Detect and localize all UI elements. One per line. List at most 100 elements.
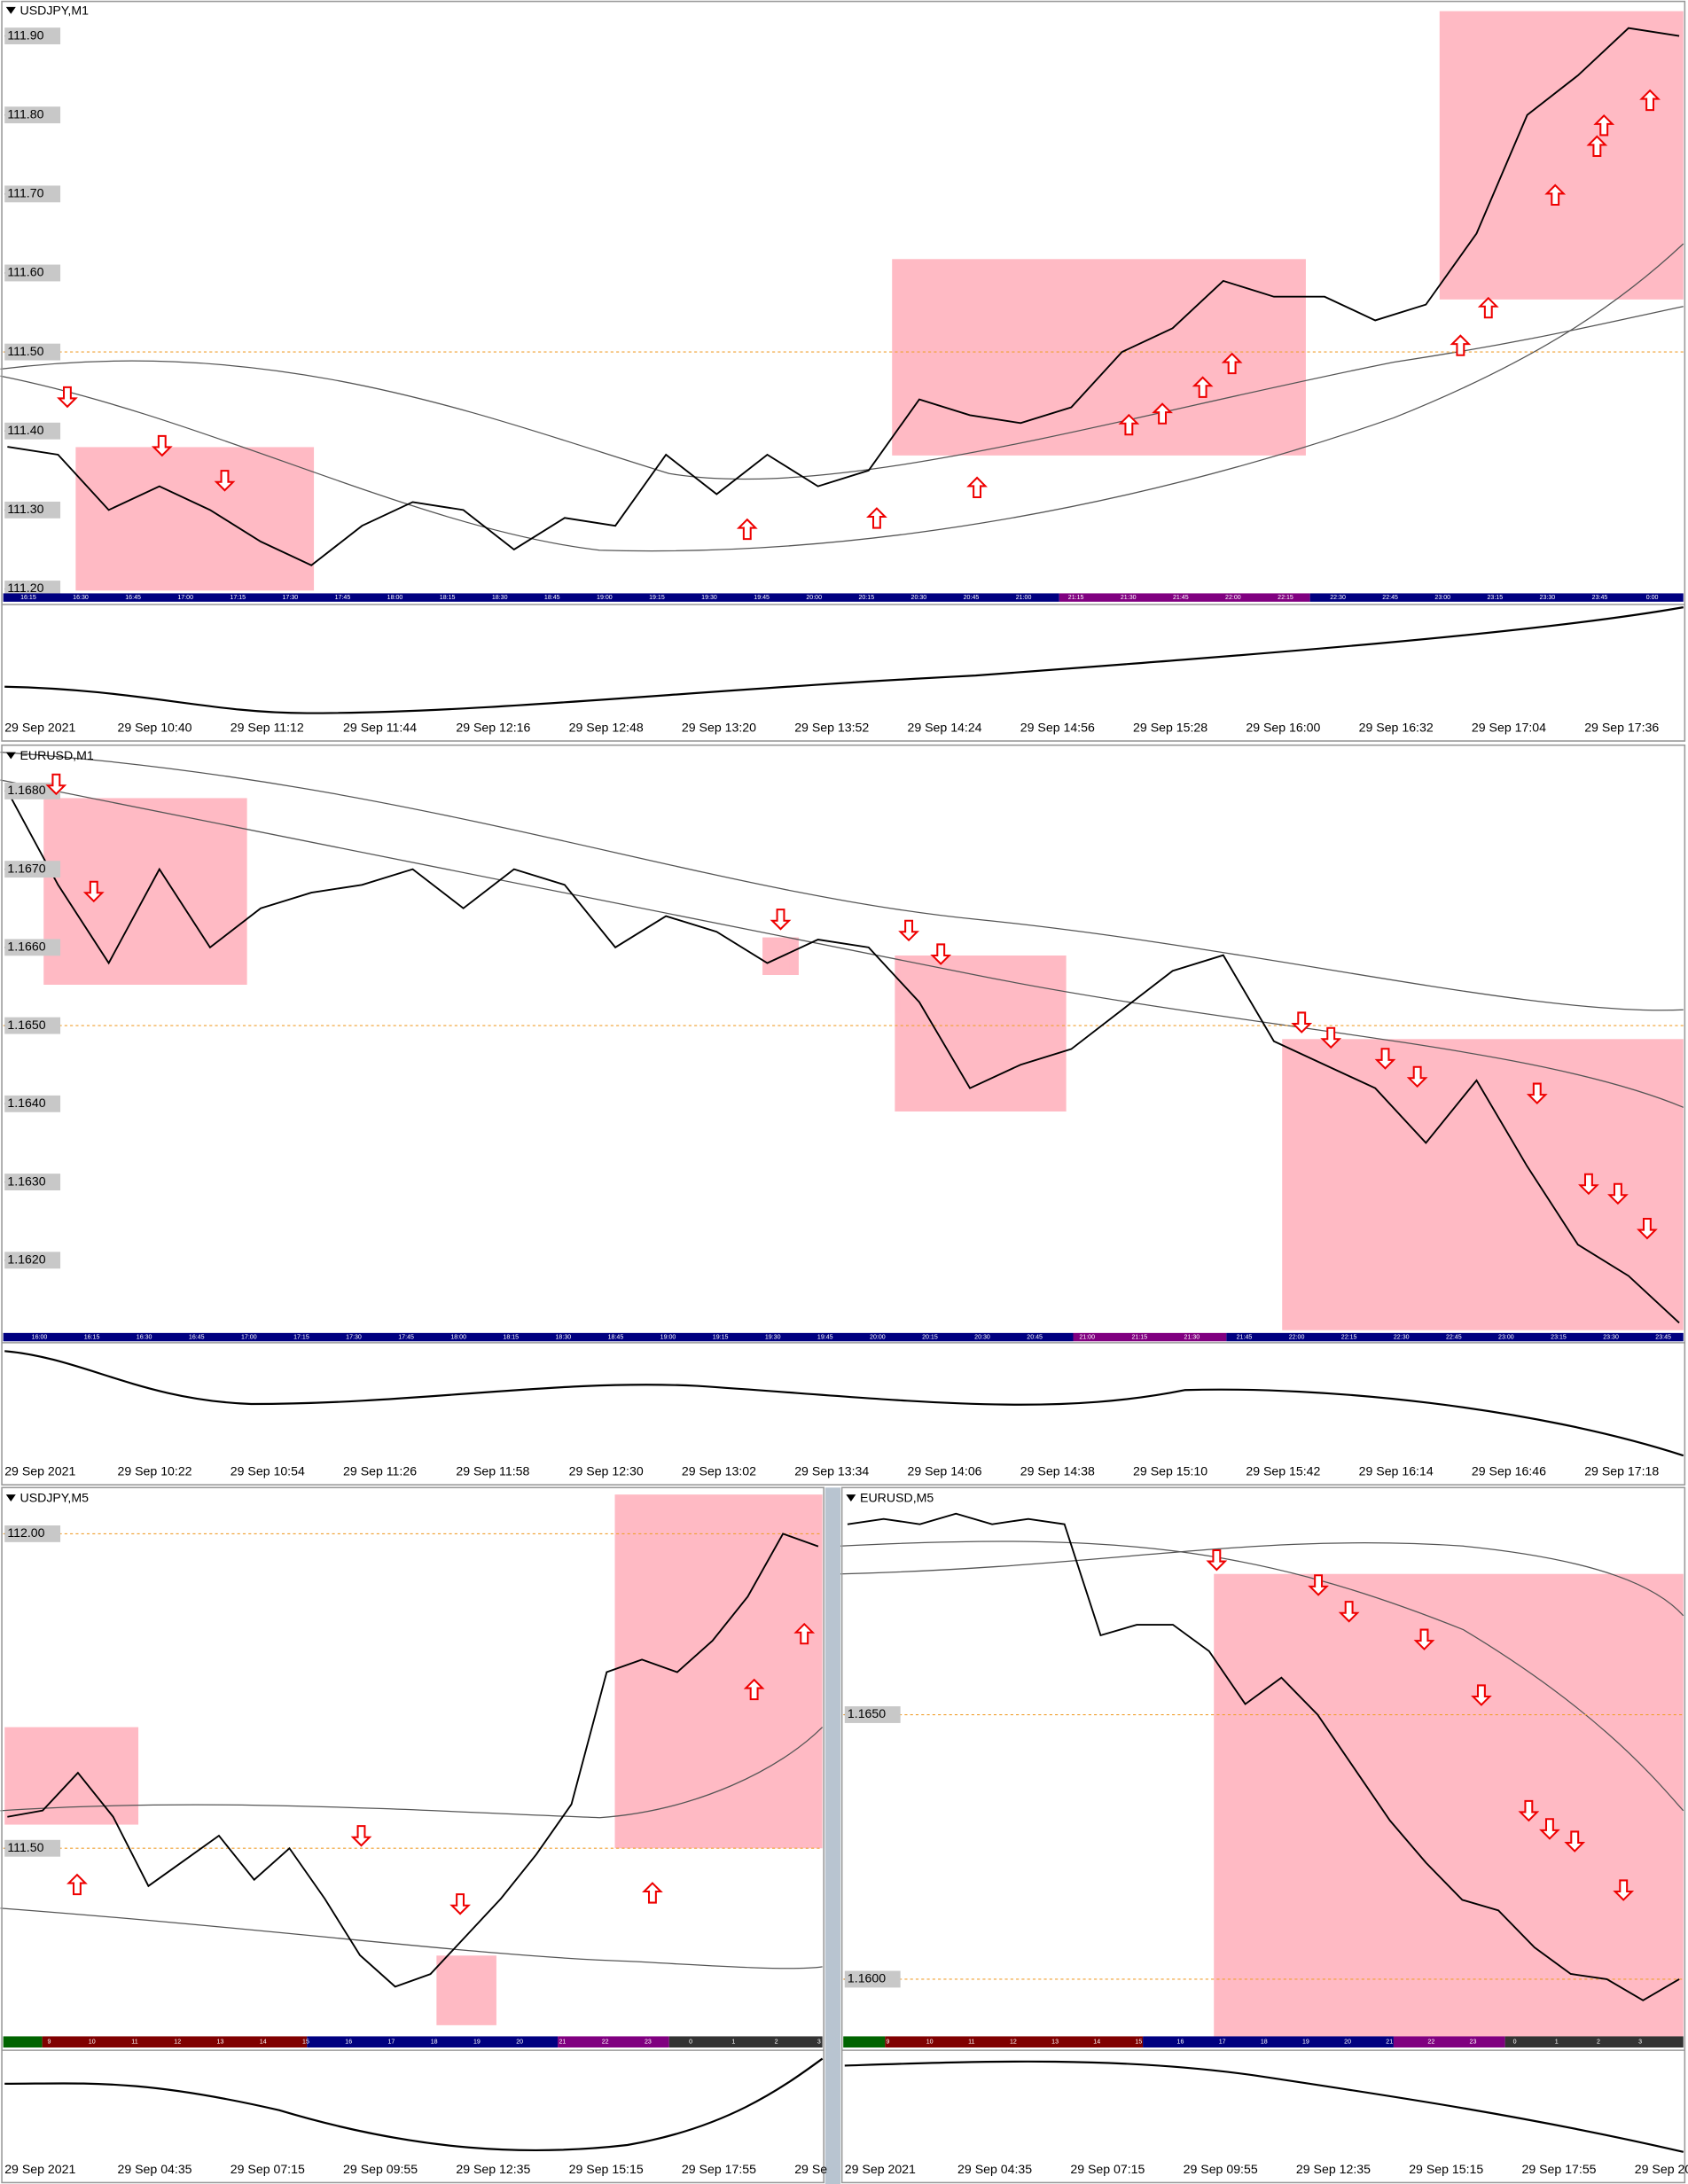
chart-title: EURUSD,M1 xyxy=(20,748,94,762)
down-arrow xyxy=(1518,1799,1540,1822)
down-arrow xyxy=(1578,1173,1599,1196)
price-label-box xyxy=(4,264,61,282)
strip-label: 16:15 xyxy=(84,1334,100,1340)
time-label: 29 Sep 2021 xyxy=(845,2162,916,2176)
price-label: 1.1620 xyxy=(7,1252,45,1267)
down-arrow xyxy=(898,919,919,942)
session-strip xyxy=(3,593,1059,602)
strip-label: 15 xyxy=(1135,2040,1142,2046)
indicator-line xyxy=(4,606,1684,714)
strip-label: 21 xyxy=(1386,2040,1393,2046)
zone xyxy=(614,1494,823,1849)
up-arrow xyxy=(1593,113,1615,136)
chart-title: USDJPY,M5 xyxy=(20,1491,90,1505)
price-label: 1.1650 xyxy=(7,1018,45,1032)
time-label: 29 Sep 14:24 xyxy=(908,721,982,735)
strip-label: 17:45 xyxy=(398,1334,414,1340)
session-strip xyxy=(1059,593,1310,602)
indicator-line xyxy=(844,2060,1684,2153)
strip-label: 19:30 xyxy=(701,595,717,601)
strip-label: 23:45 xyxy=(1655,1334,1671,1340)
strip-label: 0 xyxy=(689,2040,692,2046)
session-strip xyxy=(3,2036,43,2048)
time-label: 29 Sep 11:12 xyxy=(231,721,304,735)
price-label: 1.1650 xyxy=(848,1706,886,1720)
session-strip xyxy=(668,2036,823,2048)
time-label: 29 Sep 2021 xyxy=(4,2162,75,2176)
band xyxy=(840,1540,1684,1812)
strip-label: 22:30 xyxy=(1330,595,1346,601)
strip-label: 23 xyxy=(1470,2040,1477,2046)
strip-label: 0:00 xyxy=(1646,595,1659,601)
price-label-box xyxy=(4,422,61,440)
band xyxy=(0,306,1684,480)
strip-label: 23:00 xyxy=(1434,595,1450,601)
strip-label: 19:45 xyxy=(817,1334,833,1340)
strip-label: 16:30 xyxy=(73,595,89,601)
strip-label: 10 xyxy=(89,2040,96,2046)
time-label: 29 Sep 13:02 xyxy=(682,1464,756,1478)
up-arrow xyxy=(1192,376,1214,398)
session-strip xyxy=(1143,2036,1394,2048)
zone xyxy=(75,447,315,591)
strip-label: 12 xyxy=(1010,2040,1017,2046)
time-label: 29 Sep 12:16 xyxy=(456,721,530,735)
indicator xyxy=(4,606,1684,2153)
price-label: 111.40 xyxy=(7,423,43,437)
down-arrow xyxy=(1637,1217,1658,1240)
strip-label: 21:00 xyxy=(1079,1334,1095,1340)
strip-label: 16 xyxy=(1177,2040,1184,2046)
strip-label: 17:30 xyxy=(283,595,299,601)
strip-label: 17:45 xyxy=(335,595,351,601)
down-arrow xyxy=(45,773,67,796)
strip-label: 2 xyxy=(775,2040,778,2046)
strip-label: 20:45 xyxy=(1027,1334,1043,1340)
strip-label: 18:00 xyxy=(387,595,403,601)
session-strip xyxy=(843,2036,886,2048)
price-label: 1.1660 xyxy=(7,940,45,954)
strip-label: 14 xyxy=(260,2040,267,2046)
down-arrow xyxy=(151,434,173,457)
price-label-box xyxy=(4,343,61,361)
down-arrow xyxy=(1308,1574,1329,1596)
time-label: 29 Sep 17:36 xyxy=(1584,721,1659,735)
up-arrow xyxy=(1118,413,1140,436)
time-label: 29 Sep 09:55 xyxy=(1184,2162,1258,2176)
strip-label: 18:15 xyxy=(440,595,456,601)
price-label: 111.90 xyxy=(7,27,43,42)
strip-label: 22:00 xyxy=(1225,595,1241,601)
strip-label: 20:45 xyxy=(964,595,980,601)
time-label: 29 Sep 13:34 xyxy=(794,1464,869,1478)
strip-label: 16:30 xyxy=(137,1334,152,1340)
down-arrow xyxy=(1291,1011,1313,1034)
strip-label: 2 xyxy=(1597,2040,1600,2046)
time-label: 29 Sep 16:46 xyxy=(1472,1464,1546,1478)
time-label: 29 Sep 15:10 xyxy=(1133,1464,1207,1478)
band xyxy=(0,1727,824,1819)
strip-label: 13 xyxy=(1051,2040,1059,2046)
strip-label: 17 xyxy=(388,2040,395,2046)
up-arrow xyxy=(1450,334,1472,356)
indicator-line xyxy=(4,1350,1684,1457)
strip-label: 18:30 xyxy=(556,1334,572,1340)
price-label: 1.1600 xyxy=(848,1971,886,1985)
strip-label: 1 xyxy=(731,2040,735,2046)
splitter[interactable] xyxy=(824,1487,841,2184)
strip-label: 19:00 xyxy=(597,595,613,601)
band xyxy=(0,779,1684,1108)
price-line xyxy=(6,790,1680,1324)
time-label: 29 Sep 11:44 xyxy=(343,721,417,735)
frame xyxy=(1,1486,824,2184)
zone xyxy=(436,1955,496,2025)
strip-label: 22:00 xyxy=(1289,1334,1305,1340)
zone xyxy=(43,798,247,985)
strip-label: 22:15 xyxy=(1278,595,1293,601)
strip-label: 20:00 xyxy=(870,1334,886,1340)
up-arrow xyxy=(736,518,758,541)
price-label-box xyxy=(844,1970,901,1988)
price-label: 111.30 xyxy=(7,502,43,516)
strip-label: 11 xyxy=(968,2040,974,2046)
strip-label: 18:00 xyxy=(450,1334,466,1340)
